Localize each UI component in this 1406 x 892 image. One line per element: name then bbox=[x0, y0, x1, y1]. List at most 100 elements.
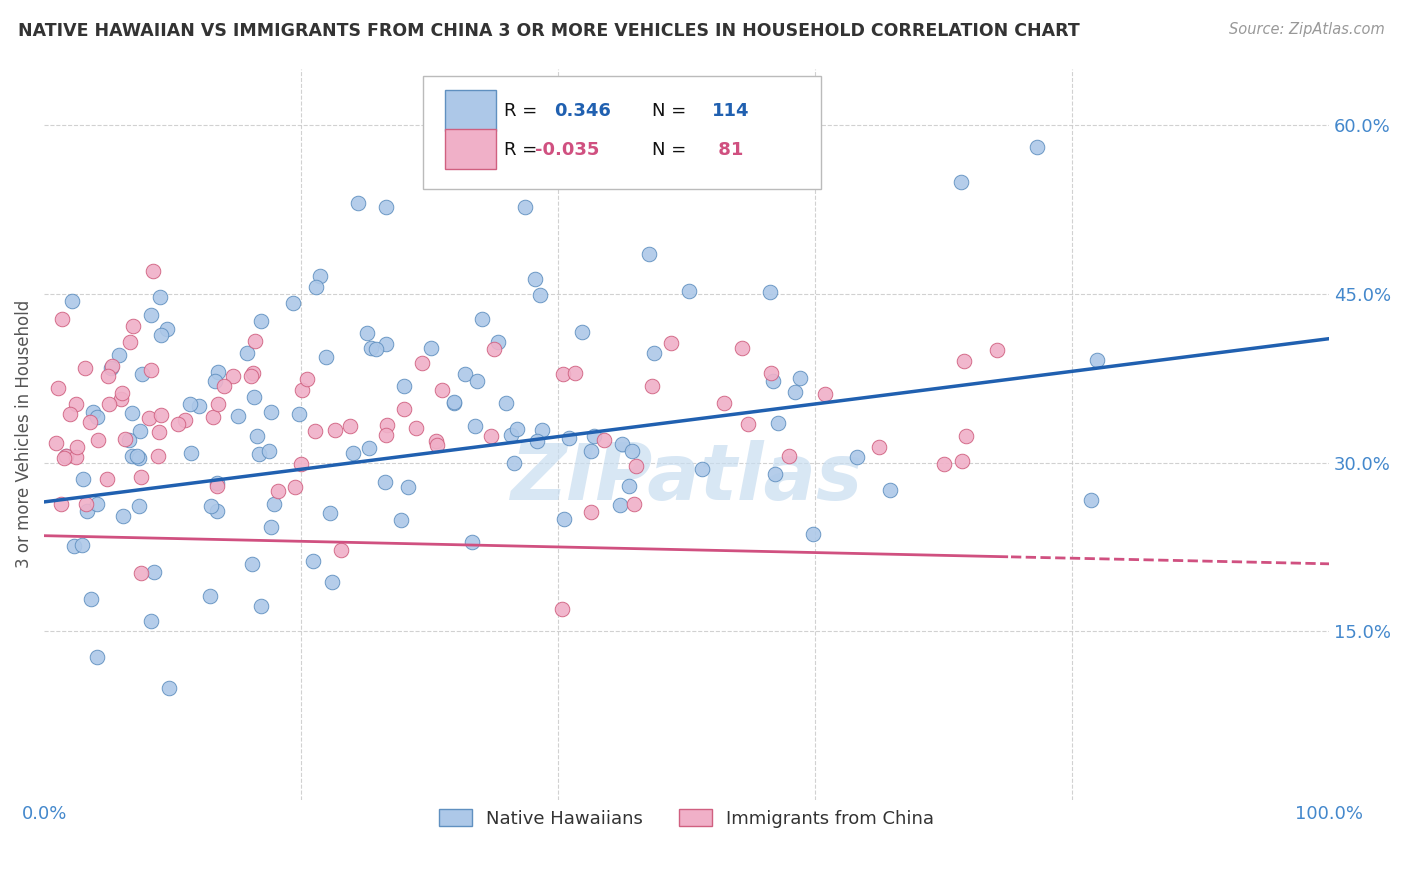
Point bbox=[112, 509, 135, 524]
Point bbox=[242, 366, 264, 380]
Point bbox=[179, 397, 201, 411]
Point bbox=[713, 396, 735, 410]
Point bbox=[638, 247, 661, 261]
Point bbox=[129, 566, 152, 580]
Point bbox=[375, 336, 398, 351]
Point bbox=[118, 434, 141, 448]
Point bbox=[128, 451, 150, 466]
Text: ZIPatlas: ZIPatlas bbox=[510, 441, 863, 516]
Point bbox=[342, 445, 364, 459]
Point bbox=[443, 396, 465, 410]
Point bbox=[302, 553, 325, 567]
Point bbox=[986, 343, 1008, 357]
Point bbox=[465, 375, 488, 389]
Point bbox=[763, 467, 786, 482]
Point bbox=[141, 614, 163, 628]
Text: NATIVE HAWAIIAN VS IMMIGRANTS FROM CHINA 3 OR MORE VEHICLES IN HOUSEHOLD CORRELA: NATIVE HAWAIIAN VS IMMIGRANTS FROM CHINA… bbox=[18, 22, 1080, 40]
Point bbox=[690, 462, 713, 476]
Point bbox=[762, 374, 785, 388]
Point bbox=[263, 497, 285, 511]
Point bbox=[76, 504, 98, 518]
Point bbox=[579, 505, 602, 519]
Point bbox=[319, 506, 342, 520]
Point bbox=[571, 325, 593, 339]
Point bbox=[226, 409, 249, 424]
Point bbox=[240, 368, 263, 383]
Point bbox=[212, 378, 235, 392]
Text: 0.346: 0.346 bbox=[554, 102, 612, 120]
Point bbox=[202, 409, 225, 424]
Point bbox=[204, 374, 226, 388]
Point bbox=[207, 365, 229, 379]
Point bbox=[443, 395, 465, 409]
Point bbox=[553, 367, 575, 381]
Point bbox=[505, 422, 527, 436]
Point bbox=[46, 381, 69, 395]
Point bbox=[63, 540, 86, 554]
Point bbox=[257, 444, 280, 458]
Point bbox=[108, 348, 131, 362]
Point bbox=[180, 446, 202, 460]
Point bbox=[100, 360, 122, 375]
Point bbox=[86, 650, 108, 665]
Point bbox=[207, 475, 229, 490]
Point bbox=[374, 201, 396, 215]
Point bbox=[72, 472, 94, 486]
Point bbox=[111, 386, 134, 401]
Point bbox=[45, 436, 67, 450]
Point bbox=[564, 366, 586, 380]
Point bbox=[260, 520, 283, 534]
Point bbox=[737, 417, 759, 432]
Point bbox=[55, 449, 77, 463]
Point bbox=[620, 444, 643, 458]
Point bbox=[953, 354, 976, 368]
Point bbox=[284, 480, 307, 494]
Point bbox=[148, 425, 170, 440]
Point bbox=[187, 399, 209, 413]
Point bbox=[346, 195, 368, 210]
Point bbox=[321, 574, 343, 589]
Point bbox=[1080, 492, 1102, 507]
Point bbox=[425, 438, 447, 452]
Point bbox=[768, 416, 790, 430]
Point bbox=[243, 390, 266, 404]
Point bbox=[65, 397, 87, 411]
Point bbox=[297, 372, 319, 386]
Point bbox=[1085, 353, 1108, 368]
Point bbox=[139, 308, 162, 322]
Point bbox=[121, 449, 143, 463]
Point bbox=[157, 681, 180, 695]
Point bbox=[359, 442, 381, 456]
Point bbox=[579, 444, 602, 458]
Point bbox=[778, 449, 800, 463]
Point bbox=[166, 417, 188, 431]
Point bbox=[641, 379, 664, 393]
Point bbox=[141, 363, 163, 377]
Point bbox=[845, 450, 868, 464]
Point bbox=[553, 511, 575, 525]
Point bbox=[52, 451, 75, 466]
Y-axis label: 3 or more Vehicles in Household: 3 or more Vehicles in Household bbox=[15, 301, 32, 568]
Point bbox=[98, 397, 121, 411]
Point bbox=[759, 285, 782, 299]
Point bbox=[659, 336, 682, 351]
Point bbox=[127, 449, 149, 463]
Point bbox=[374, 475, 396, 489]
Point bbox=[149, 290, 172, 304]
Point bbox=[49, 497, 72, 511]
Point bbox=[128, 499, 150, 513]
Point bbox=[364, 343, 387, 357]
Point bbox=[156, 322, 179, 336]
Point bbox=[315, 350, 337, 364]
Point bbox=[374, 427, 396, 442]
Point bbox=[558, 431, 581, 445]
Point bbox=[405, 420, 427, 434]
Legend: Native Hawaiians, Immigrants from China: Native Hawaiians, Immigrants from China bbox=[432, 802, 941, 835]
Text: -0.035: -0.035 bbox=[534, 141, 599, 159]
Point bbox=[323, 423, 346, 437]
Point bbox=[235, 346, 257, 360]
Point bbox=[281, 296, 304, 310]
Text: 114: 114 bbox=[713, 102, 749, 120]
Point bbox=[479, 428, 502, 442]
Point bbox=[55, 449, 77, 463]
